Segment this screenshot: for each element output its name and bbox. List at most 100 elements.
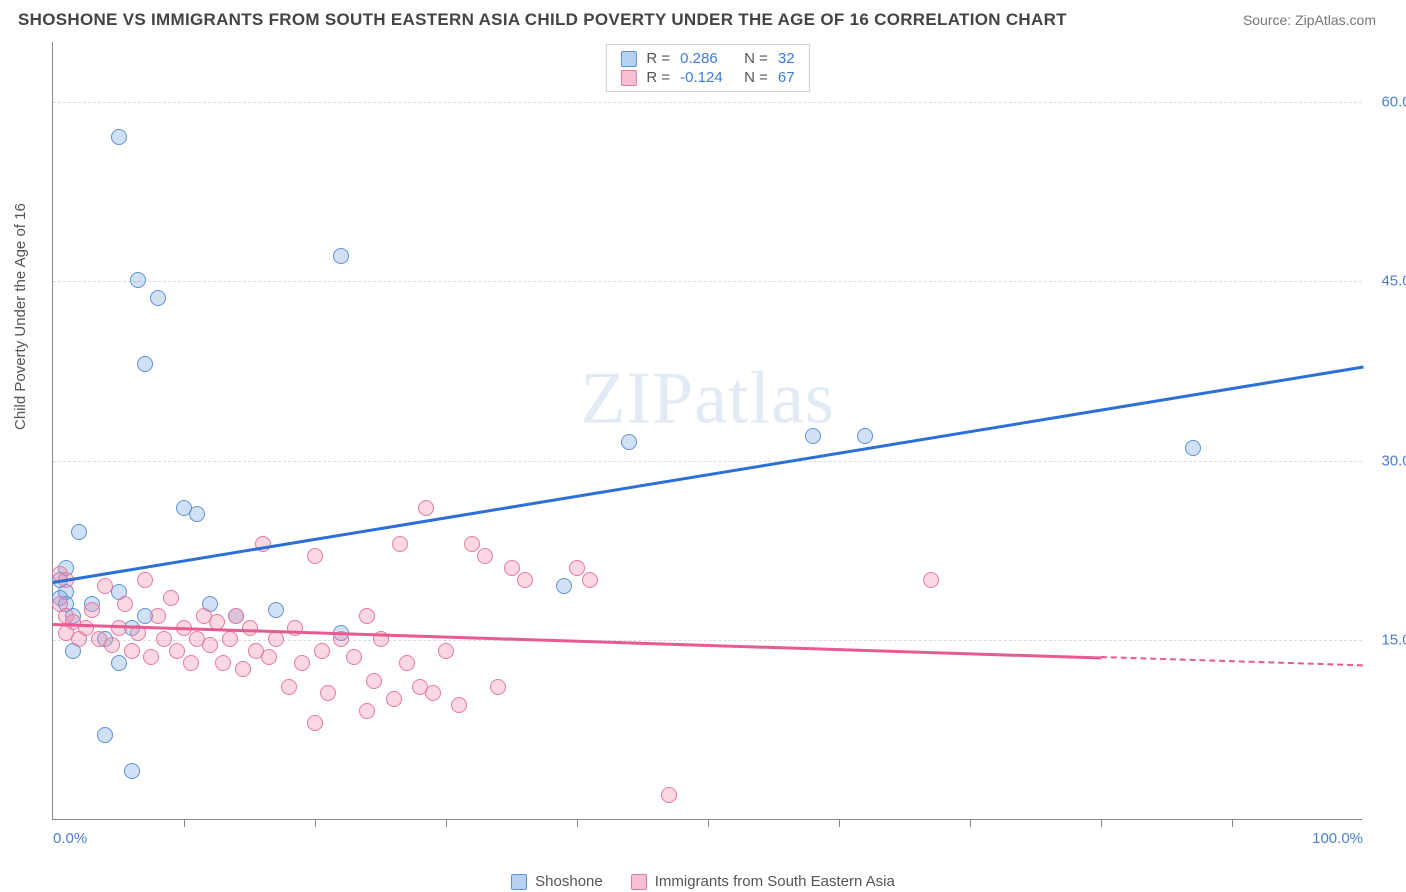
data-point-sea: [163, 590, 179, 606]
legend-label-sea: Immigrants from South Eastern Asia: [655, 873, 895, 890]
correlation-legend: R = 0.286 N = 32 R = -0.124 N = 67: [605, 44, 809, 92]
data-point-sea: [359, 703, 375, 719]
xtick-label: 0.0%: [53, 830, 87, 847]
swatch-sea: [631, 874, 647, 890]
data-point-sea: [156, 631, 172, 647]
data-point-shoshone: [1185, 440, 1201, 456]
swatch-shoshone: [511, 874, 527, 890]
data-point-shoshone: [857, 428, 873, 444]
data-point-shoshone: [124, 763, 140, 779]
data-point-sea: [183, 655, 199, 671]
data-point-sea: [661, 787, 677, 803]
data-point-sea: [222, 631, 238, 647]
data-point-sea: [392, 536, 408, 552]
data-point-sea: [307, 548, 323, 564]
swatch-sea: [620, 70, 636, 86]
data-point-sea: [202, 637, 218, 653]
ytick-label: 15.0%: [1381, 632, 1406, 649]
data-point-sea: [517, 572, 533, 588]
data-point-shoshone: [111, 129, 127, 145]
data-point-sea: [307, 715, 323, 731]
data-point-sea: [228, 608, 244, 624]
data-point-shoshone: [621, 434, 637, 450]
gridline: [53, 281, 1362, 282]
data-point-sea: [84, 602, 100, 618]
data-point-shoshone: [71, 524, 87, 540]
data-point-shoshone: [805, 428, 821, 444]
data-point-shoshone: [150, 290, 166, 306]
data-point-sea: [104, 637, 120, 653]
n-value-sea: 67: [778, 69, 795, 86]
legend-label-shoshone: Shoshone: [535, 873, 603, 890]
gridline: [53, 102, 1362, 103]
series-legend: Shoshone Immigrants from South Eastern A…: [0, 873, 1406, 890]
data-point-sea: [320, 685, 336, 701]
ytick-label: 30.0%: [1381, 452, 1406, 469]
data-point-sea: [464, 536, 480, 552]
n-label: N =: [744, 69, 768, 86]
trendline-dash-sea: [1101, 656, 1363, 666]
source-label: Source: ZipAtlas.com: [1243, 12, 1376, 28]
data-point-shoshone: [97, 727, 113, 743]
data-point-sea: [504, 560, 520, 576]
legend-item-shoshone: Shoshone: [511, 873, 603, 890]
r-label: R =: [646, 69, 670, 86]
data-point-sea: [137, 572, 153, 588]
data-point-sea: [569, 560, 585, 576]
data-point-sea: [451, 697, 467, 713]
watermark: ZIPatlas: [580, 357, 835, 442]
data-point-shoshone: [333, 248, 349, 264]
gridline: [53, 461, 1362, 462]
data-point-sea: [242, 620, 258, 636]
data-point-sea: [490, 679, 506, 695]
data-point-sea: [366, 673, 382, 689]
data-point-sea: [386, 691, 402, 707]
r-value-shoshone: 0.286: [680, 50, 734, 67]
xtick: [708, 819, 709, 827]
data-point-sea: [143, 649, 159, 665]
data-point-sea: [438, 643, 454, 659]
data-point-sea: [418, 500, 434, 516]
data-point-sea: [314, 643, 330, 659]
data-point-sea: [359, 608, 375, 624]
data-point-shoshone: [111, 655, 127, 671]
data-point-sea: [124, 643, 140, 659]
data-point-sea: [78, 620, 94, 636]
data-point-shoshone: [137, 356, 153, 372]
xtick: [1101, 819, 1102, 827]
n-value-shoshone: 32: [778, 50, 795, 67]
ytick-label: 45.0%: [1381, 273, 1406, 290]
y-axis-label: Child Poverty Under the Age of 16: [12, 203, 29, 430]
scatter-chart: ZIPatlas R = 0.286 N = 32 R = -0.124 N =…: [52, 42, 1362, 820]
legend-row-shoshone: R = 0.286 N = 32: [620, 49, 794, 68]
data-point-sea: [399, 655, 415, 671]
data-point-sea: [215, 655, 231, 671]
gridline: [53, 640, 1362, 641]
legend-item-sea: Immigrants from South Eastern Asia: [631, 873, 895, 890]
xtick: [184, 819, 185, 827]
data-point-sea: [97, 578, 113, 594]
xtick: [1232, 819, 1233, 827]
xtick: [577, 819, 578, 827]
data-point-shoshone: [189, 506, 205, 522]
data-point-sea: [169, 643, 185, 659]
r-label: R =: [646, 50, 670, 67]
n-label: N =: [744, 50, 768, 67]
data-point-sea: [923, 572, 939, 588]
data-point-sea: [150, 608, 166, 624]
data-point-sea: [346, 649, 362, 665]
ytick-label: 60.0%: [1381, 93, 1406, 110]
data-point-shoshone: [130, 272, 146, 288]
r-value-sea: -0.124: [680, 69, 734, 86]
data-point-sea: [235, 661, 251, 677]
data-point-sea: [582, 572, 598, 588]
data-point-sea: [477, 548, 493, 564]
data-point-sea: [268, 631, 284, 647]
data-point-sea: [281, 679, 297, 695]
xtick: [315, 819, 316, 827]
data-point-sea: [425, 685, 441, 701]
xtick: [970, 819, 971, 827]
watermark-bold: ZIP: [580, 358, 694, 440]
xtick: [446, 819, 447, 827]
data-point-sea: [261, 649, 277, 665]
